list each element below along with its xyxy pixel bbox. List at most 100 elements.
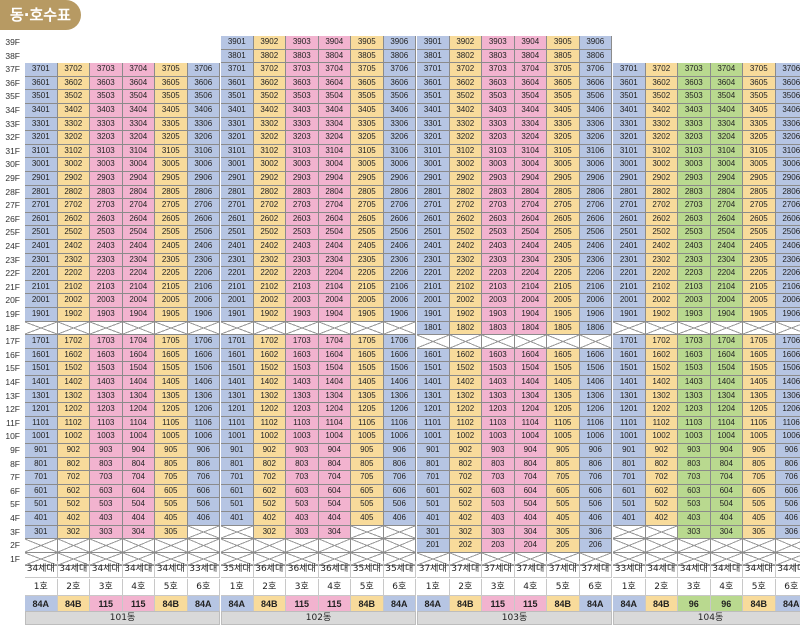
unit-cell[interactable]: 403 — [286, 512, 319, 526]
unit-cell[interactable]: 904 — [514, 444, 547, 458]
unit-cell[interactable]: 1405 — [743, 376, 776, 390]
unit-cell[interactable]: 2903 — [678, 172, 711, 186]
unit-cell[interactable]: 505 — [547, 498, 580, 512]
unit-cell[interactable]: 703 — [90, 471, 123, 485]
unit-cell[interactable]: 2804 — [318, 185, 351, 200]
unit-cell[interactable]: 3204 — [514, 131, 547, 145]
unit-cell[interactable]: 3403 — [482, 104, 515, 118]
unit-cell[interactable]: 1905 — [743, 308, 776, 322]
unit-cell[interactable]: 1103 — [678, 416, 711, 431]
unit-cell[interactable]: 1905 — [155, 308, 188, 322]
unit-cell[interactable]: 702 — [57, 471, 90, 485]
unit-cell[interactable]: 1801 — [417, 321, 450, 336]
unit-cell[interactable]: 2902 — [253, 172, 286, 186]
unit-cell[interactable]: 1105 — [743, 416, 776, 431]
unit-cell[interactable]: 401 — [417, 512, 450, 526]
unit-cell[interactable]: 2305 — [547, 253, 580, 268]
unit-cell[interactable]: 3201 — [25, 131, 58, 145]
unit-cell[interactable]: 3303 — [286, 117, 319, 132]
unit-cell[interactable]: 2102 — [57, 280, 90, 295]
unit-cell[interactable]: 2701 — [613, 199, 646, 213]
unit-cell[interactable]: 605 — [351, 484, 384, 499]
unit-cell[interactable]: 3603 — [482, 76, 515, 91]
unit-cell[interactable]: 3402 — [57, 104, 90, 118]
unit-cell[interactable]: 1506 — [187, 362, 220, 376]
unit-cell[interactable]: 1504 — [514, 362, 547, 376]
unit-cell[interactable]: 2004 — [514, 294, 547, 308]
unit-cell[interactable]: 2505 — [351, 226, 384, 240]
unit-cell[interactable]: 3702 — [645, 63, 678, 77]
unit-cell[interactable]: 1705 — [743, 335, 776, 349]
unit-cell[interactable]: 2702 — [253, 199, 286, 213]
unit-cell[interactable]: 3402 — [449, 104, 482, 118]
unit-cell[interactable]: 3503 — [90, 90, 123, 104]
unit-cell[interactable]: 1002 — [57, 430, 90, 444]
unit-cell[interactable]: 3302 — [253, 117, 286, 132]
unit-cell[interactable]: 3006 — [383, 158, 416, 172]
unit-cell[interactable]: 1206 — [187, 403, 220, 417]
unit-cell[interactable]: 1106 — [187, 416, 220, 431]
unit-cell[interactable]: 2201 — [221, 267, 254, 281]
unit-cell[interactable]: 2003 — [678, 294, 711, 308]
unit-cell[interactable]: 3805 — [351, 49, 384, 64]
unit-cell[interactable]: 3604 — [122, 76, 155, 91]
unit-cell[interactable]: 1604 — [122, 348, 155, 363]
unit-cell[interactable]: 1703 — [678, 335, 711, 349]
unit-cell[interactable]: 404 — [122, 512, 155, 526]
unit-cell[interactable]: 806 — [187, 457, 220, 472]
unit-cell[interactable]: 3104 — [710, 144, 743, 159]
unit-cell[interactable]: 1203 — [482, 403, 515, 417]
unit-cell[interactable]: 2204 — [514, 267, 547, 281]
unit-cell[interactable]: 2401 — [613, 240, 646, 254]
unit-cell[interactable]: 3004 — [122, 158, 155, 172]
unit-cell[interactable]: 602 — [645, 484, 678, 499]
unit-cell[interactable]: 1305 — [351, 389, 384, 404]
unit-cell[interactable]: 3305 — [155, 117, 188, 132]
unit-cell[interactable]: 1102 — [645, 416, 678, 431]
unit-cell[interactable]: 3702 — [449, 63, 482, 77]
unit-cell[interactable]: 904 — [122, 444, 155, 458]
unit-cell[interactable]: 1602 — [645, 348, 678, 363]
unit-cell[interactable]: 3103 — [90, 144, 123, 159]
unit-cell[interactable]: 3401 — [613, 104, 646, 118]
unit-cell[interactable]: 1704 — [318, 335, 351, 349]
unit-cell[interactable]: 3903 — [286, 36, 319, 50]
unit-cell[interactable]: 1203 — [678, 403, 711, 417]
unit-cell[interactable]: 1401 — [221, 376, 254, 390]
unit-cell[interactable]: 2705 — [743, 199, 776, 213]
unit-cell[interactable]: 2304 — [318, 253, 351, 268]
unit-cell[interactable]: 705 — [743, 471, 776, 485]
unit-cell[interactable]: 702 — [253, 471, 286, 485]
unit-cell[interactable]: 2904 — [122, 172, 155, 186]
unit-cell[interactable]: 3701 — [613, 63, 646, 77]
unit-cell[interactable]: 3602 — [57, 76, 90, 91]
unit-cell[interactable]: 506 — [579, 498, 612, 512]
unit-cell[interactable]: 606 — [775, 484, 800, 499]
unit-cell[interactable]: 1702 — [57, 335, 90, 349]
unit-cell[interactable]: 2404 — [514, 240, 547, 254]
unit-cell[interactable]: 3502 — [449, 90, 482, 104]
unit-cell[interactable]: 3505 — [155, 90, 188, 104]
unit-cell[interactable]: 1101 — [417, 416, 450, 431]
unit-cell[interactable]: 2905 — [155, 172, 188, 186]
unit-cell[interactable]: 3705 — [547, 63, 580, 77]
unit-cell[interactable]: 1005 — [547, 430, 580, 444]
unit-cell[interactable]: 1802 — [449, 321, 482, 336]
unit-cell[interactable]: 1105 — [351, 416, 384, 431]
unit-cell[interactable]: 2101 — [613, 280, 646, 295]
unit-cell[interactable]: 1502 — [645, 362, 678, 376]
unit-cell[interactable]: 2502 — [449, 226, 482, 240]
unit-cell[interactable]: 901 — [613, 444, 646, 458]
unit-cell[interactable]: 2505 — [155, 226, 188, 240]
unit-cell[interactable]: 1005 — [743, 430, 776, 444]
unit-cell[interactable]: 2702 — [57, 199, 90, 213]
unit-cell[interactable]: 3305 — [547, 117, 580, 132]
unit-cell[interactable]: 2603 — [286, 212, 319, 227]
unit-cell[interactable]: 1603 — [482, 348, 515, 363]
unit-cell[interactable]: 404 — [318, 512, 351, 526]
unit-cell[interactable]: 2202 — [449, 267, 482, 281]
unit-cell[interactable]: 3102 — [449, 144, 482, 159]
unit-cell[interactable]: 2906 — [579, 172, 612, 186]
unit-cell[interactable]: 1505 — [155, 362, 188, 376]
unit-cell[interactable]: 3401 — [25, 104, 58, 118]
